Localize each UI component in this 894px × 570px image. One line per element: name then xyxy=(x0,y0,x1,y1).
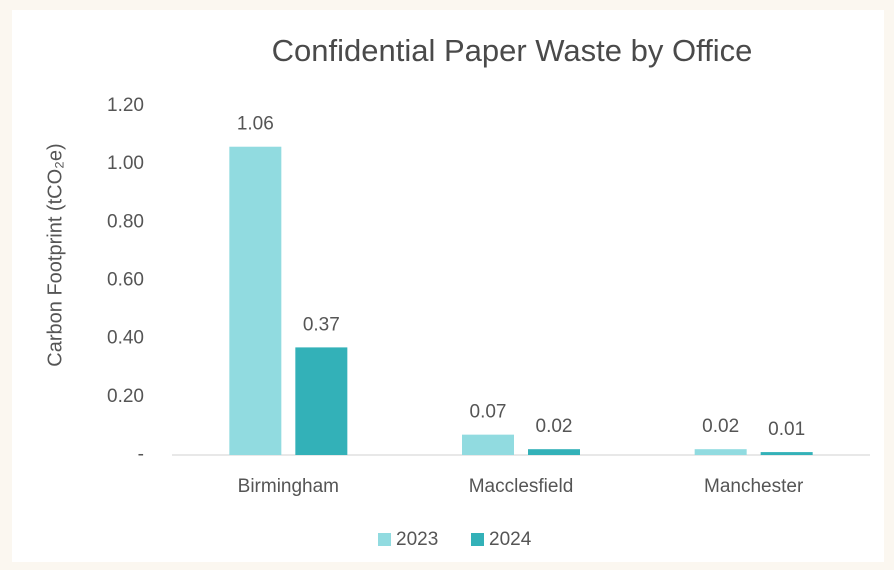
data-label: 0.01 xyxy=(768,419,805,440)
data-label: 0.02 xyxy=(702,416,739,437)
y-tick-label: 0.40 xyxy=(107,328,144,349)
chart-panel xyxy=(12,10,884,562)
y-axis-label: Carbon Footprint (tCO₂e) xyxy=(44,143,66,366)
y-tick-label: 1.20 xyxy=(107,95,144,116)
bar xyxy=(229,146,282,455)
bar xyxy=(462,434,514,455)
data-label: 0.37 xyxy=(303,314,340,335)
bar xyxy=(295,347,348,455)
legend-swatch xyxy=(378,533,391,546)
y-tick-label: 1.00 xyxy=(107,153,144,174)
data-label: 1.06 xyxy=(237,114,274,135)
bar xyxy=(694,449,747,455)
legend-label: 2023 xyxy=(396,529,438,550)
data-label: 0.07 xyxy=(470,402,507,423)
y-tick-label: 0.60 xyxy=(107,270,144,291)
chart-title: Confidential Paper Waste by Office xyxy=(272,33,753,68)
bar xyxy=(760,452,813,455)
legend-swatch xyxy=(471,533,484,546)
y-tick-label: 0.80 xyxy=(107,211,144,232)
x-tick-label: Macclesfield xyxy=(469,476,574,497)
y-tick-label: 0.20 xyxy=(107,386,144,407)
bar xyxy=(528,449,580,455)
legend-label: 2024 xyxy=(489,529,532,550)
y-tick-label: - xyxy=(138,444,144,465)
data-label: 0.02 xyxy=(536,416,573,437)
x-tick-label: Birmingham xyxy=(238,476,339,497)
x-tick-label: Manchester xyxy=(704,476,804,497)
